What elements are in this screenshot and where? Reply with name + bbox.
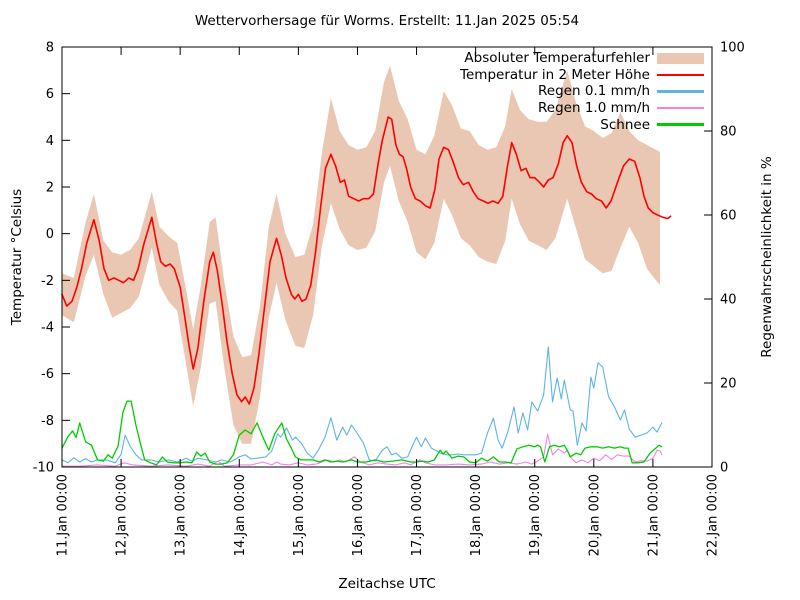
x-tick-label: 13.Jan 00:00 (174, 474, 189, 556)
legend-label: Schnee (600, 116, 650, 133)
legend-label: Temperatur in 2 Meter Höhe (460, 66, 650, 83)
x-tick-label: 11.Jan 00:00 (56, 474, 71, 556)
chart-title: Wettervorhersage für Worms. Erstellt: 11… (194, 13, 580, 29)
x-tick-label: 21.Jan 00:00 (646, 474, 661, 556)
y-left-tick-label: 2 (46, 181, 54, 196)
green-line-swatch-icon (657, 119, 704, 130)
legend-label: Regen 1.0 mm/h (538, 100, 650, 117)
y-right-tick-label: 80 (720, 125, 737, 140)
x-tick-label: 16.Jan 00:00 (351, 474, 366, 556)
y-left-tick-label: -4 (41, 321, 54, 336)
x-axis-label: Zeitachse UTC (338, 576, 436, 592)
y-right-tick-label: 100 (720, 41, 745, 56)
series-line-regen-0-1-mm-h (61, 346, 663, 464)
y-left-tick-label: -8 (41, 414, 54, 429)
y-left-tick-label: 4 (46, 134, 54, 149)
blue-line-swatch-icon (657, 86, 704, 97)
y-left-tick-label: 8 (46, 41, 54, 56)
y-left-tick-label: -6 (41, 367, 54, 382)
axis-ticks (61, 46, 713, 468)
x-tick-label: 14.Jan 00:00 (233, 474, 248, 556)
legend-item: Regen 0.1 mm/h (0, 83, 704, 100)
violet-line-swatch-icon (657, 103, 704, 114)
x-tick-label: 19.Jan 00:00 (528, 474, 543, 556)
legend-item: Schnee (0, 116, 704, 133)
legend-item: Absoluter Temperaturfehler (0, 50, 704, 67)
y-left-tick-labels: -10 -8 -6 -4 -2 0 2 4 6 8 (33, 41, 54, 476)
series-line-regen-1-0-mm-h (61, 433, 663, 467)
chart-legend: Absoluter Temperaturfehler Temperatur in… (0, 50, 704, 133)
y-left-tick-label: -10 (33, 461, 54, 476)
legend-item: Temperatur in 2 Meter Höhe (0, 67, 704, 84)
series-line-temperatur-in-2-meter-h-he (61, 116, 672, 405)
x-tick-labels: 11.Jan 00:00 12.Jan 00:00 13.Jan 00:00 14.J… (56, 474, 721, 556)
y-left-tick-label: -2 (41, 274, 54, 289)
y-left-tick-label: 6 (46, 87, 54, 102)
x-tick-label: 20.Jan 00:00 (587, 474, 602, 556)
legend-label: Regen 0.1 mm/h (538, 83, 650, 100)
plot-border (61, 46, 713, 468)
x-tick-label: 22.Jan 00:00 (706, 474, 721, 556)
legend-label: Absoluter Temperaturfehler (464, 50, 650, 67)
y-right-tick-label: 60 (720, 209, 737, 224)
series-line-schnee (61, 400, 663, 466)
y-right-tick-label: 20 (720, 377, 737, 392)
x-tick-label: 12.Jan 00:00 (115, 474, 130, 556)
y-right-tick-label: 40 (720, 293, 737, 308)
red-line-swatch-icon (657, 69, 704, 80)
x-tick-label: 18.Jan 00:00 (469, 474, 484, 556)
series-band-absoluter-temperaturfehler (62, 65, 660, 444)
legend-item: Regen 1.0 mm/h (0, 100, 704, 117)
y-right-tick-labels: 0 20 40 60 80 100 (720, 41, 745, 476)
band-swatch-icon (657, 52, 704, 64)
x-tick-label: 15.Jan 00:00 (292, 474, 307, 556)
y-left-tick-label: 0 (46, 227, 54, 242)
x-tick-label: 17.Jan 00:00 (410, 474, 425, 556)
y-right-tick-label: 0 (720, 461, 728, 476)
